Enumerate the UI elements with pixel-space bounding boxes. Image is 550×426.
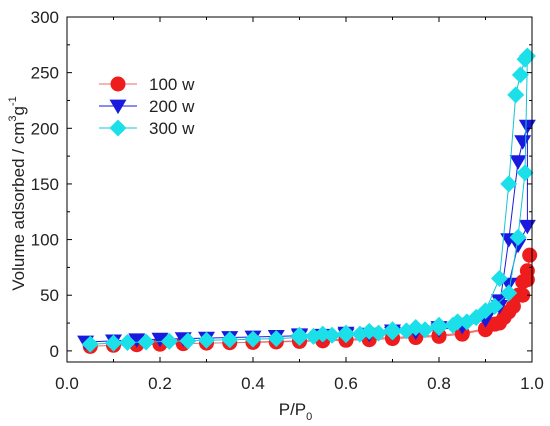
legend-entry: 100 w (99, 75, 195, 94)
y-tick-label: 0 (50, 342, 59, 361)
data-point (500, 175, 518, 193)
legend: 100 w 200 w 300 w (99, 75, 195, 138)
data-point (509, 228, 527, 246)
data-point (518, 119, 536, 135)
data-point (478, 321, 493, 337)
data-point (105, 334, 122, 352)
data-point (267, 330, 285, 348)
plot-layer (77, 47, 538, 354)
data-point (244, 330, 262, 348)
data-point (519, 272, 535, 288)
x-tick-label: 0.4 (241, 374, 265, 393)
data-point (449, 313, 467, 331)
data-point (314, 325, 332, 343)
y-axis-title-mid: g (9, 106, 28, 115)
data-point (384, 321, 401, 339)
x-tick-label: 0.2 (148, 374, 172, 393)
y-tick-label: 150 (31, 175, 59, 194)
data-point (81, 335, 99, 353)
legend-entry: 300 w (99, 119, 195, 138)
data-point (160, 332, 178, 350)
data-point (518, 219, 536, 235)
y-tick-label: 300 (31, 8, 59, 27)
legend-label: 100 w (149, 75, 195, 94)
data-point (509, 238, 527, 254)
x-axis-title-sub: 0 (306, 411, 312, 421)
x-tick-label: 0.6 (334, 374, 358, 393)
legend-marker (109, 99, 127, 115)
data-point (505, 298, 521, 314)
data-point (507, 86, 525, 104)
x-tick-label: 1.0 (520, 374, 544, 393)
data-point (179, 332, 197, 350)
x-tick-label: 0.8 (427, 374, 451, 393)
legend-marker (109, 119, 127, 137)
axes-layer: 0.0 0.2 0.4 0.6 0.8 1.0050100150200250300P/P0… (7, 8, 544, 423)
data-point (360, 322, 378, 340)
y-tick-label: 200 (31, 119, 59, 138)
data-point (490, 270, 508, 288)
y-tick-label: 250 (31, 64, 59, 83)
y-axis-title-main: Volume adsorbed / cm (9, 122, 28, 291)
data-point (137, 333, 155, 351)
data-point (509, 155, 527, 170)
y-axis-title-sup2: -1 (7, 96, 19, 106)
data-point (198, 331, 215, 349)
data-point (407, 319, 425, 336)
series-line (85, 125, 528, 343)
data-point (500, 284, 518, 302)
x-axis-title-main: P/P (279, 400, 306, 419)
data-point (522, 247, 538, 263)
data-point (467, 308, 485, 326)
series-300-w (81, 47, 536, 353)
y-tick-label: 100 (31, 231, 59, 250)
legend-label: 200 w (149, 97, 195, 116)
legend-entry: 200 w (99, 97, 195, 116)
x-axis-title: P/P0 (279, 400, 313, 421)
legend-label: 300 w (149, 119, 195, 138)
x-tick-label: 0.0 (55, 374, 79, 393)
data-point (128, 333, 146, 348)
data-point (151, 332, 169, 348)
data-point (511, 66, 529, 84)
data-point (515, 287, 531, 303)
y-axis-title-sup1: 3 (7, 115, 19, 121)
data-point (514, 135, 532, 150)
data-point (516, 164, 534, 182)
data-point (291, 326, 308, 344)
data-point (118, 334, 136, 352)
plot-frame (66, 16, 533, 363)
data-point (486, 297, 504, 315)
y-tick-label: 50 (40, 286, 59, 305)
legend-marker (110, 76, 126, 92)
data-point (337, 324, 355, 342)
y-axis-title: Volume adsorbed / cm3g-1 (7, 96, 28, 291)
data-point (221, 331, 239, 349)
data-point (430, 316, 448, 334)
